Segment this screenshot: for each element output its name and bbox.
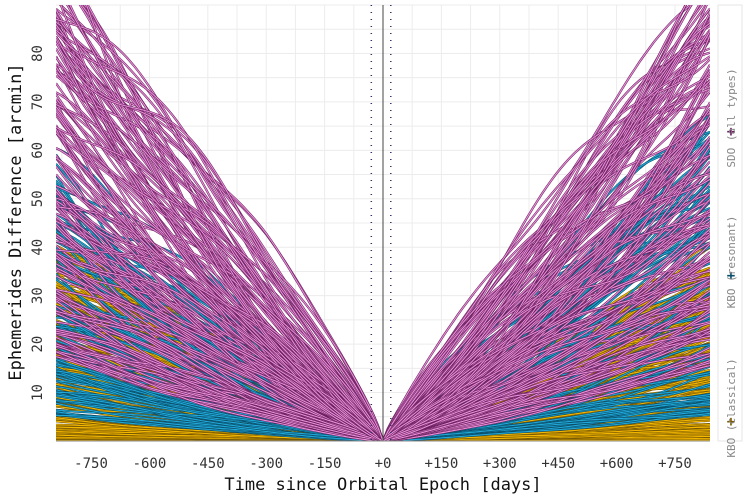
x-tick-label: -450 xyxy=(191,456,225,472)
legend-marker: + xyxy=(727,124,735,140)
x-tick-label: +300 xyxy=(483,456,517,472)
series-line xyxy=(56,106,710,441)
y-tick-label: 20 xyxy=(30,336,46,353)
series-line xyxy=(56,36,710,441)
series-line xyxy=(67,5,710,441)
series-line xyxy=(56,206,710,441)
series-line xyxy=(56,108,710,441)
series-line xyxy=(56,111,710,441)
series-line xyxy=(56,5,692,441)
y-tick-label: 40 xyxy=(30,239,46,256)
y-tick-label: 10 xyxy=(30,384,46,401)
series-line xyxy=(56,36,710,441)
series-line xyxy=(56,31,710,441)
series-line xyxy=(56,234,710,441)
series-line xyxy=(56,252,710,441)
series-line xyxy=(56,38,710,441)
x-tick-label: +600 xyxy=(600,456,634,472)
y-tick-label: 60 xyxy=(30,142,46,159)
series-line xyxy=(56,212,710,441)
series-line xyxy=(56,279,710,441)
series-line xyxy=(56,106,710,441)
x-tick-label: +0 xyxy=(375,456,392,472)
series-line xyxy=(56,277,710,441)
series-line xyxy=(56,147,710,441)
series-line xyxy=(56,5,703,441)
series-line xyxy=(56,58,710,441)
series-line xyxy=(56,369,710,441)
legend-label: SDO (all types) xyxy=(725,68,738,167)
series-line xyxy=(56,112,710,441)
series-line xyxy=(56,322,710,441)
series-line xyxy=(56,30,710,441)
x-tick-label: -750 xyxy=(74,456,108,472)
series-line xyxy=(56,52,710,441)
series-line xyxy=(56,258,710,441)
series-line xyxy=(56,182,710,441)
x-tick-label: +750 xyxy=(658,456,692,472)
series-line xyxy=(66,5,710,441)
series-line xyxy=(56,116,710,441)
series-line xyxy=(56,72,710,441)
series-line xyxy=(56,42,710,441)
legend: +KBO (classical)+KBO (resonant)+SDO (all… xyxy=(717,4,743,458)
series-sdo-all-types xyxy=(56,5,710,441)
series-line xyxy=(56,88,710,441)
series-line xyxy=(56,302,710,441)
legend-box xyxy=(717,4,743,442)
series-line xyxy=(56,124,710,441)
plot-area xyxy=(56,5,710,441)
x-tick-label: -600 xyxy=(133,456,167,472)
y-tick-label: 80 xyxy=(30,45,46,62)
x-tick-label: +450 xyxy=(541,456,575,472)
series-line xyxy=(56,200,710,441)
legend-marker: + xyxy=(727,414,735,430)
series-line xyxy=(79,5,710,441)
series-line xyxy=(56,311,710,441)
series-line xyxy=(56,298,710,441)
y-tick-label: 30 xyxy=(30,287,46,304)
series-line xyxy=(56,211,710,441)
x-axis-ticks: -750 -600 -450 -300 -150 +0 +150 +300 +450 +600 +7… xyxy=(74,456,692,472)
series-line xyxy=(56,310,710,441)
series-line xyxy=(56,335,710,441)
y-tick-label: 70 xyxy=(30,93,46,110)
y-tick-label: 50 xyxy=(30,190,46,207)
legend-marker: + xyxy=(727,268,735,284)
series-line xyxy=(56,104,710,441)
series-line xyxy=(56,196,710,441)
series-line xyxy=(56,18,710,441)
series-line xyxy=(56,39,710,441)
y-axis-title: Ephemerides Difference [arcmin] xyxy=(6,63,26,380)
series-line xyxy=(56,173,710,441)
x-tick-label: +150 xyxy=(425,456,459,472)
legend-label: KBO (classical) xyxy=(725,358,738,457)
y-axis-ticks: 10 20 30 40 50 60 70 80 xyxy=(30,45,46,401)
series-line xyxy=(56,132,710,441)
x-tick-label: -300 xyxy=(249,456,283,472)
x-tick-label: -150 xyxy=(308,456,342,472)
x-axis-title: Time since Orbital Epoch [days] xyxy=(224,475,541,495)
legend-label: KBO (resonant) xyxy=(725,216,738,309)
